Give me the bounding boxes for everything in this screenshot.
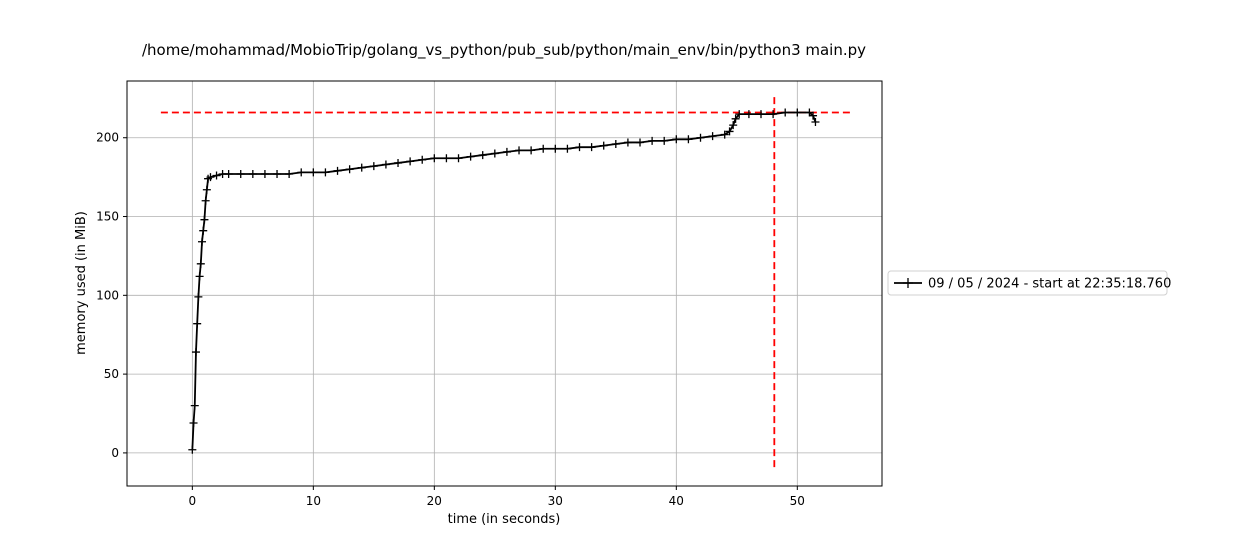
data-point-marker xyxy=(195,272,204,281)
data-point-marker xyxy=(708,132,717,141)
data-point-marker xyxy=(196,259,205,268)
data-point-marker xyxy=(539,144,548,153)
data-point-marker xyxy=(490,149,499,158)
y-tick-label: 50 xyxy=(104,367,119,381)
data-point-marker xyxy=(357,163,366,172)
data-point-marker xyxy=(406,157,415,166)
data-point-marker xyxy=(735,110,744,119)
x-axis-label: time (in seconds) xyxy=(448,512,561,527)
data-point-marker xyxy=(660,136,669,145)
legend-entry-label: 09 / 05 / 2024 - start at 22:35:18.760 xyxy=(928,277,1171,292)
data-point-marker xyxy=(575,143,584,152)
data-point-marker xyxy=(285,169,294,178)
data-point-marker xyxy=(236,169,245,178)
data-point-marker xyxy=(587,143,596,152)
plot-frame xyxy=(126,80,883,487)
data-point-marker xyxy=(297,168,306,177)
x-tick-label: 10 xyxy=(306,494,321,508)
data-point-marker xyxy=(224,169,233,178)
data-point-marker xyxy=(696,133,705,142)
data-point-marker xyxy=(725,127,734,136)
x-tick-label: 50 xyxy=(790,494,805,508)
y-tick-label: 150 xyxy=(96,210,119,224)
series-layer xyxy=(188,108,820,454)
y-tick-label: 100 xyxy=(96,288,119,302)
data-point-marker xyxy=(190,401,199,410)
data-point-marker xyxy=(731,114,740,123)
data-point-marker xyxy=(199,226,208,235)
data-point-marker xyxy=(515,146,524,155)
legend: 09 / 05 / 2024 - start at 22:35:18.760 xyxy=(887,270,1171,296)
data-point-marker xyxy=(191,348,200,357)
series-line xyxy=(191,111,817,450)
data-point-marker xyxy=(720,130,729,139)
data-point-marker xyxy=(769,110,778,119)
data-point-marker xyxy=(502,147,511,156)
data-point-marker xyxy=(260,169,269,178)
data-point-marker xyxy=(418,155,427,164)
data-point-marker xyxy=(478,151,487,160)
data-point-marker xyxy=(811,117,820,126)
data-point-marker xyxy=(188,445,197,454)
legend-plus-marker-icon xyxy=(903,278,913,288)
data-point-marker xyxy=(194,292,203,301)
y-tick-label: 200 xyxy=(96,131,119,145)
data-point-marker xyxy=(189,418,198,427)
data-point-marker xyxy=(394,158,403,167)
y-tick-label: 0 xyxy=(111,446,119,460)
x-tick-label: 40 xyxy=(669,494,684,508)
data-point-marker xyxy=(623,138,632,147)
data-point-marker xyxy=(648,136,657,145)
data-point-marker xyxy=(672,135,681,144)
grid-lines xyxy=(127,81,882,486)
data-point-marker xyxy=(381,160,390,169)
legend-box xyxy=(887,270,1168,296)
axis-ticks: 0 10 20 30 40 50 0 50 100 150 200 xyxy=(96,131,805,508)
data-point-marker xyxy=(551,144,560,153)
data-point-marker xyxy=(442,154,451,163)
data-point-marker xyxy=(200,215,209,224)
data-point-marker xyxy=(273,169,282,178)
x-tick-label: 0 xyxy=(189,494,197,508)
peak-reference-lines xyxy=(160,95,851,468)
data-point-marker xyxy=(599,141,608,150)
data-point-marker xyxy=(345,165,354,174)
data-point-marker xyxy=(611,140,620,149)
data-point-marker xyxy=(198,237,207,246)
data-point-marker xyxy=(333,166,342,175)
x-tick-label: 30 xyxy=(548,494,563,508)
y-axis-label: memory used (in MiB) xyxy=(74,211,89,355)
data-point-marker xyxy=(430,154,439,163)
data-point-marker xyxy=(206,173,215,182)
data-point-marker xyxy=(248,169,257,178)
data-point-marker xyxy=(729,121,738,130)
data-point-marker xyxy=(466,152,475,161)
data-point-marker xyxy=(781,108,790,117)
data-point-marker xyxy=(757,110,766,119)
data-point-marker xyxy=(636,138,645,147)
data-point-marker xyxy=(369,162,378,171)
data-point-marker xyxy=(563,144,572,153)
data-point-marker xyxy=(454,154,463,163)
data-point-marker xyxy=(309,168,318,177)
data-point-marker xyxy=(527,146,536,155)
data-point-marker xyxy=(212,171,221,180)
data-point-marker xyxy=(684,135,693,144)
data-point-marker xyxy=(321,168,330,177)
data-point-marker xyxy=(202,185,211,194)
chart-title: /home/mohammad/MobioTrip/golang_vs_pytho… xyxy=(142,41,866,60)
data-point-marker xyxy=(809,111,818,120)
x-tick-label: 20 xyxy=(427,494,442,508)
data-point-marker xyxy=(744,110,753,119)
data-point-marker xyxy=(193,319,202,328)
data-point-marker xyxy=(793,108,802,117)
data-point-marker xyxy=(201,196,210,205)
